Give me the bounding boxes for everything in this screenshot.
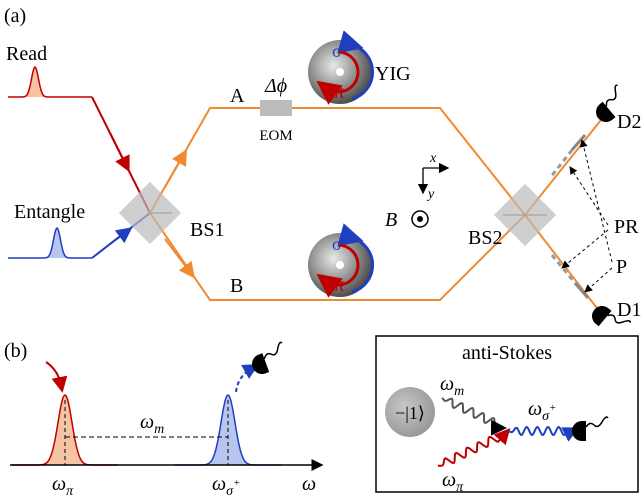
yig-label: YIG <box>375 63 411 85</box>
arm-b-label: B <box>230 275 243 297</box>
inset-omega-pi: ωπ <box>442 469 464 495</box>
omega-sub: m <box>154 422 164 437</box>
sigma-wave <box>507 425 580 442</box>
omega-sub: π <box>456 480 464 495</box>
pi-label: π <box>334 274 344 296</box>
p-plate <box>573 282 590 299</box>
sigma: σ <box>332 234 342 254</box>
pr-plate <box>550 254 577 284</box>
sigma-label: σ+ <box>332 38 349 61</box>
yig-upper: σ+ π <box>308 30 375 105</box>
d2-label: D2 <box>617 111 641 133</box>
in-arrow <box>45 361 68 393</box>
p-label: P <box>616 256 627 278</box>
magnon-wave <box>441 397 507 436</box>
pr-pointer <box>569 166 609 226</box>
inset-omega-m: ωm <box>440 373 464 399</box>
field-symbol <box>411 210 429 228</box>
yig-lower: σ+ π <box>308 223 375 298</box>
sigma-sup: + <box>342 231 349 246</box>
omega: ω <box>140 411 154 433</box>
entangle-arrow <box>109 227 133 245</box>
entangle-pulse <box>8 226 92 259</box>
omega-pi-label: ωπ <box>52 473 74 497</box>
sigma-sup: + <box>342 38 349 53</box>
omega-sub: m <box>454 384 464 399</box>
bs1-label: BS1 <box>190 219 224 241</box>
magnon <box>385 387 435 437</box>
panel-a: (a) Read Entangle BS1 BS2 A B Δϕ EOM σ+ … <box>4 5 641 342</box>
panel-label: (a) <box>4 5 26 27</box>
p-plate <box>570 134 587 151</box>
panel-label: (b) <box>4 340 27 362</box>
omega-sup: + <box>549 402 556 414</box>
eom-label: EOM <box>259 128 292 144</box>
inset-omega-sigma: ωσ+ <box>528 398 556 424</box>
panel-b: (b) ωm ωπ ωσ+ ω anti-Stokes −|1⟩ ωm ωσ+ … <box>4 335 639 497</box>
detector <box>247 341 291 378</box>
p-pointer <box>584 267 613 293</box>
phase-label: Δϕ <box>264 75 287 97</box>
pr-plate <box>548 149 574 179</box>
axis-y-label: y <box>426 187 435 202</box>
omega: ω <box>212 473 226 495</box>
d1-label: D1 <box>617 299 641 321</box>
omega-sub: π <box>66 484 74 497</box>
arrow-b <box>164 238 195 279</box>
detector <box>571 416 609 442</box>
inset-box <box>375 335 639 493</box>
read-label: Read <box>6 43 47 65</box>
omega-m-label: ωm <box>140 411 164 437</box>
pi-wave <box>437 428 511 467</box>
field-dot <box>417 216 423 222</box>
omega: ω <box>442 469 456 491</box>
eom <box>260 100 292 116</box>
omega: ω <box>52 473 66 495</box>
pi-label: π <box>334 81 344 103</box>
read-pulse <box>8 65 92 98</box>
out-arrow <box>235 364 259 393</box>
omega-axis-label: ω <box>302 473 316 495</box>
field-label: B⃗ <box>385 209 413 231</box>
pr-pointer <box>561 229 609 269</box>
arm-a-label: A <box>230 85 245 107</box>
sigma-label: σ+ <box>332 231 349 254</box>
bs2-label: BS2 <box>468 227 502 249</box>
p-pointer <box>579 139 613 263</box>
entangle-label: Entangle <box>14 201 85 223</box>
omega-sigma-label: ωσ+ <box>212 473 240 497</box>
sigma: σ <box>332 41 342 61</box>
inset-title: anti-Stokes <box>462 342 552 364</box>
omega: ω <box>528 398 542 420</box>
omega-sup: + <box>233 477 240 489</box>
state-label: −|1⟩ <box>395 403 425 423</box>
arrow-a <box>164 149 188 188</box>
omega: ω <box>440 373 454 395</box>
omega-sub: σ <box>226 484 234 497</box>
omega-sub: σ <box>542 409 550 424</box>
axis-x-label: x <box>429 151 437 166</box>
pr-label: PR <box>614 216 639 238</box>
read-arrow <box>109 132 130 173</box>
